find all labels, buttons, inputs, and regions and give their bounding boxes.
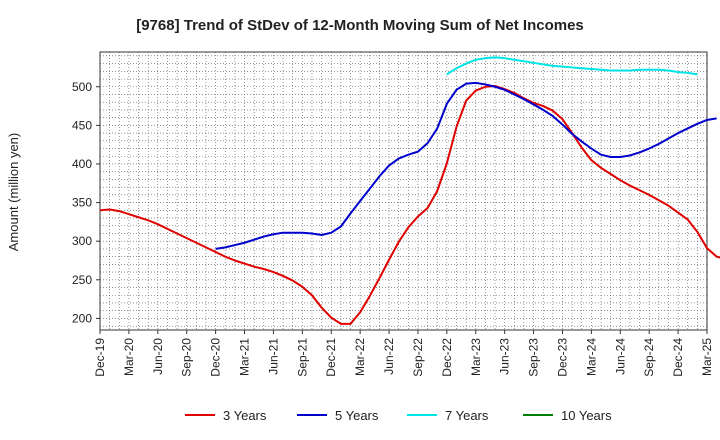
x-tick-label: Dec-24	[671, 338, 685, 377]
grid-lines	[100, 52, 707, 330]
y-tick-label: 250	[72, 273, 92, 287]
x-tick-label: Mar-22	[353, 338, 367, 376]
series-lines	[99, 56, 720, 325]
x-tick-label: Sep-20	[180, 338, 194, 377]
legend-label: 5 Years	[335, 408, 379, 423]
legend-label: 3 Years	[223, 408, 267, 423]
x-tick-label: Sep-23	[527, 338, 541, 377]
x-tick-label: Mar-24	[584, 338, 598, 376]
x-tick-label: Jun-21	[266, 338, 280, 375]
y-tick-label: 200	[72, 311, 92, 325]
x-tick-label: Sep-21	[295, 338, 309, 377]
x-tick-label: Dec-20	[209, 338, 223, 377]
plot-frame	[99, 51, 708, 331]
x-tick-label: Mar-20	[122, 338, 136, 376]
series-line-5-years	[215, 81, 717, 250]
x-tick-label: Mar-25	[700, 338, 714, 376]
x-tick-label: Dec-23	[555, 338, 569, 377]
y-tick-label: 350	[72, 196, 92, 210]
series-line-3-years	[99, 84, 720, 325]
legend-label: 7 Years	[445, 408, 489, 423]
x-tick-label: Dec-19	[93, 338, 107, 377]
x-tick-label: Mar-23	[469, 338, 483, 376]
y-tick-label: 300	[72, 234, 92, 248]
legend-label: 10 Years	[561, 408, 612, 423]
x-tick-label: Sep-22	[411, 338, 425, 377]
y-axis-ticks: 200 250 300 350 400 450 500	[72, 80, 100, 325]
x-tick-label: Jun-23	[498, 338, 512, 375]
series-line-7-years	[446, 56, 698, 76]
x-tick-label: Dec-22	[440, 338, 454, 377]
y-tick-label: 500	[72, 80, 92, 94]
y-axis-label: Amount (million yen)	[6, 133, 21, 252]
legend: 3 Years 5 Years 7 Years 10 Years	[185, 408, 612, 423]
y-tick-label: 400	[72, 157, 92, 171]
x-tick-label: Sep-24	[642, 338, 656, 377]
y-tick-label: 450	[72, 118, 92, 132]
x-tick-label: Dec-21	[324, 338, 338, 377]
x-tick-label: Mar-21	[238, 338, 252, 376]
x-axis-ticks: Dec-19 Mar-20 Jun-20 Sep-20 Dec-20 Mar-21 Jun-…	[93, 330, 714, 377]
x-tick-label: Jun-24	[613, 338, 627, 375]
x-tick-label: Jun-20	[151, 338, 165, 375]
x-tick-label: Jun-22	[382, 338, 396, 375]
chart-title: [9768] Trend of StDev of 12-Month Moving…	[136, 17, 584, 34]
